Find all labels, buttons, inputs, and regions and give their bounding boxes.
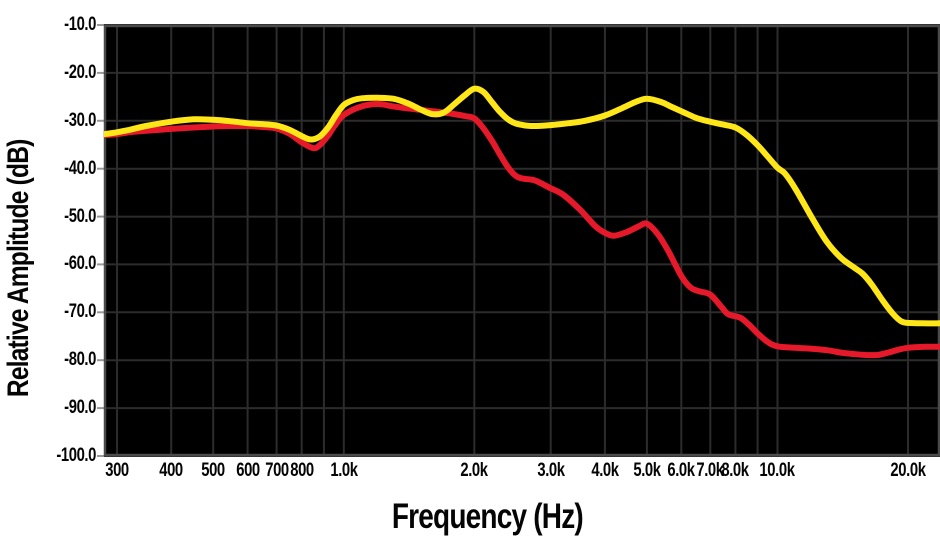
y-tick-label: -10.0 (64, 14, 96, 35)
y-tick-label: -60.0 (64, 253, 96, 275)
y-tick-label: -70.0 (64, 301, 96, 323)
yellow-curve (104, 85, 940, 327)
y-tick-label: -30.0 (64, 109, 96, 131)
plot-border (103, 24, 940, 457)
x-tick-label: 700 (264, 460, 289, 481)
y-tick-label: -50.0 (64, 205, 96, 227)
y-axis-title-text: Relative Amplitude (dB) (2, 139, 35, 398)
x-tick-label: 5.0k (633, 460, 661, 481)
plot-area (104, 25, 940, 456)
x-tick-label: 8.0k (721, 460, 750, 481)
y-tick-label: -20.0 (64, 61, 96, 83)
x-tick-label: 2.0k (460, 460, 489, 481)
x-tick-label: 500 (201, 460, 225, 481)
x-tick-label: 400 (159, 460, 183, 481)
x-tick-label: 20.0k (890, 460, 926, 481)
x-axis-title: Frequency (Hz) (34, 497, 940, 537)
x-tick-label: 6.0k (667, 460, 696, 481)
x-tick-label: 1.0k (330, 460, 358, 481)
y-axis-title: Relative Amplitude (dB) (2, 83, 35, 398)
y-tick-label: -40.0 (64, 157, 96, 179)
x-tick-label: 3.0k (537, 460, 565, 481)
x-tick-label: 300 (105, 460, 129, 481)
x-axis-title-text: Frequency (Hz) (391, 497, 583, 536)
x-tick-label: 800 (289, 460, 314, 481)
y-tick-label: -100.0 (56, 445, 96, 466)
y-tick-label: -90.0 (64, 397, 96, 419)
x-tick-label: 10.0k (759, 460, 796, 481)
x-tick-label: 600 (235, 460, 260, 481)
red-curve (104, 101, 940, 359)
x-tick-label: 4.0k (591, 460, 619, 481)
y-tick-label: -80.0 (64, 349, 96, 371)
x-tick-label: 7.0k (696, 460, 725, 481)
